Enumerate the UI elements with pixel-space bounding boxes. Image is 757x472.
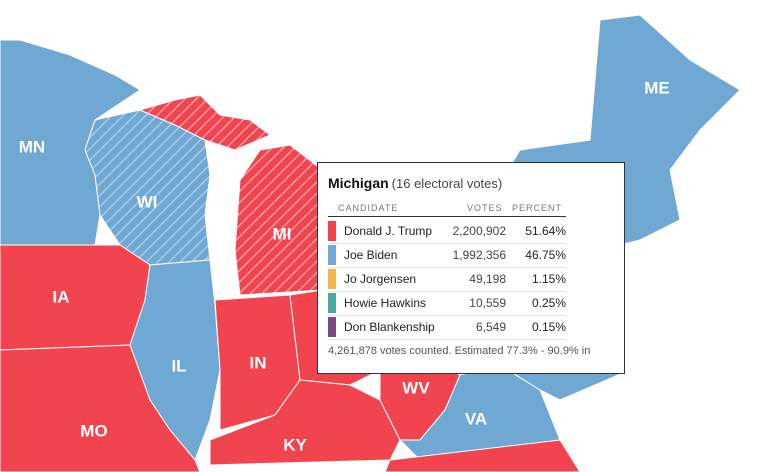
- candidate-name: Jo Jorgensen: [344, 272, 417, 286]
- party-swatch: [328, 269, 336, 289]
- candidate-name: Don Blankenship: [344, 320, 435, 334]
- vote-count: 2,200,902: [452, 224, 506, 238]
- candidate-name: Donald J. Trump: [344, 224, 433, 238]
- candidate-row: Jo Jorgensen 49,198 1.15%: [328, 267, 566, 292]
- candidate-row: Don Blankenship 6,549 0.15%: [328, 315, 566, 340]
- tooltip-title: Michigan (16 electoral votes): [328, 175, 502, 191]
- vote-count: 1,992,356: [452, 248, 506, 262]
- state-nc: [384, 439, 581, 472]
- states: [0, 14, 741, 472]
- state-label: WV: [402, 378, 430, 397]
- state-mi-upper: [138, 94, 271, 151]
- vote-percent: 0.25%: [531, 296, 566, 310]
- candidate-name: Joe Biden: [344, 248, 398, 262]
- vote-count: 49,198: [469, 272, 506, 286]
- state-labels: MN WI MI IA IL IN MO KY WV VA ME: [19, 78, 670, 454]
- candidate-name: Howie Hawkins: [344, 296, 427, 310]
- state-label: IA: [53, 287, 70, 306]
- state-label: VA: [465, 409, 487, 428]
- state-label: WI: [137, 192, 158, 211]
- tooltip-footer: 4,261,878 votes counted. Estimated 77.3%…: [328, 345, 591, 357]
- party-swatch: [328, 317, 336, 337]
- party-swatch: [328, 245, 336, 265]
- state-label: KY: [283, 435, 307, 454]
- state-label: MO: [80, 421, 107, 440]
- vote-count: 10,559: [469, 296, 506, 310]
- column-header: PERCENT: [512, 203, 563, 213]
- candidate-row: Donald J. Trump 2,200,902 51.64%: [328, 219, 566, 244]
- header-rule: [328, 216, 566, 217]
- state-mi-lower: [234, 144, 323, 296]
- vote-percent: 0.15%: [531, 320, 566, 334]
- vote-percent: 51.64%: [525, 224, 566, 238]
- state-label: IL: [171, 356, 186, 375]
- candidate-row: Joe Biden 1,992,356 46.75%: [328, 243, 566, 268]
- state-label: MN: [19, 137, 45, 156]
- state-ia: [0, 244, 151, 351]
- state-name: Michigan: [328, 175, 389, 191]
- vote-percent: 1.15%: [531, 272, 566, 286]
- state-label: IN: [250, 353, 267, 372]
- tooltip: Michigan (16 electoral votes) CANDIDATE V…: [317, 162, 625, 374]
- vote-count: 6,549: [475, 320, 506, 334]
- column-header: VOTES: [467, 203, 503, 213]
- state-mo: [0, 344, 201, 472]
- party-swatch: [328, 221, 336, 241]
- column-header: CANDIDATE: [338, 203, 399, 213]
- party-swatch: [328, 293, 336, 313]
- vote-percent: 46.75%: [525, 248, 566, 262]
- state-label: ME: [644, 78, 670, 97]
- candidate-row: Howie Hawkins 10,559 0.25%: [328, 291, 566, 316]
- state-label: MI: [273, 224, 292, 243]
- electoral-votes: (16 electoral votes): [391, 176, 503, 191]
